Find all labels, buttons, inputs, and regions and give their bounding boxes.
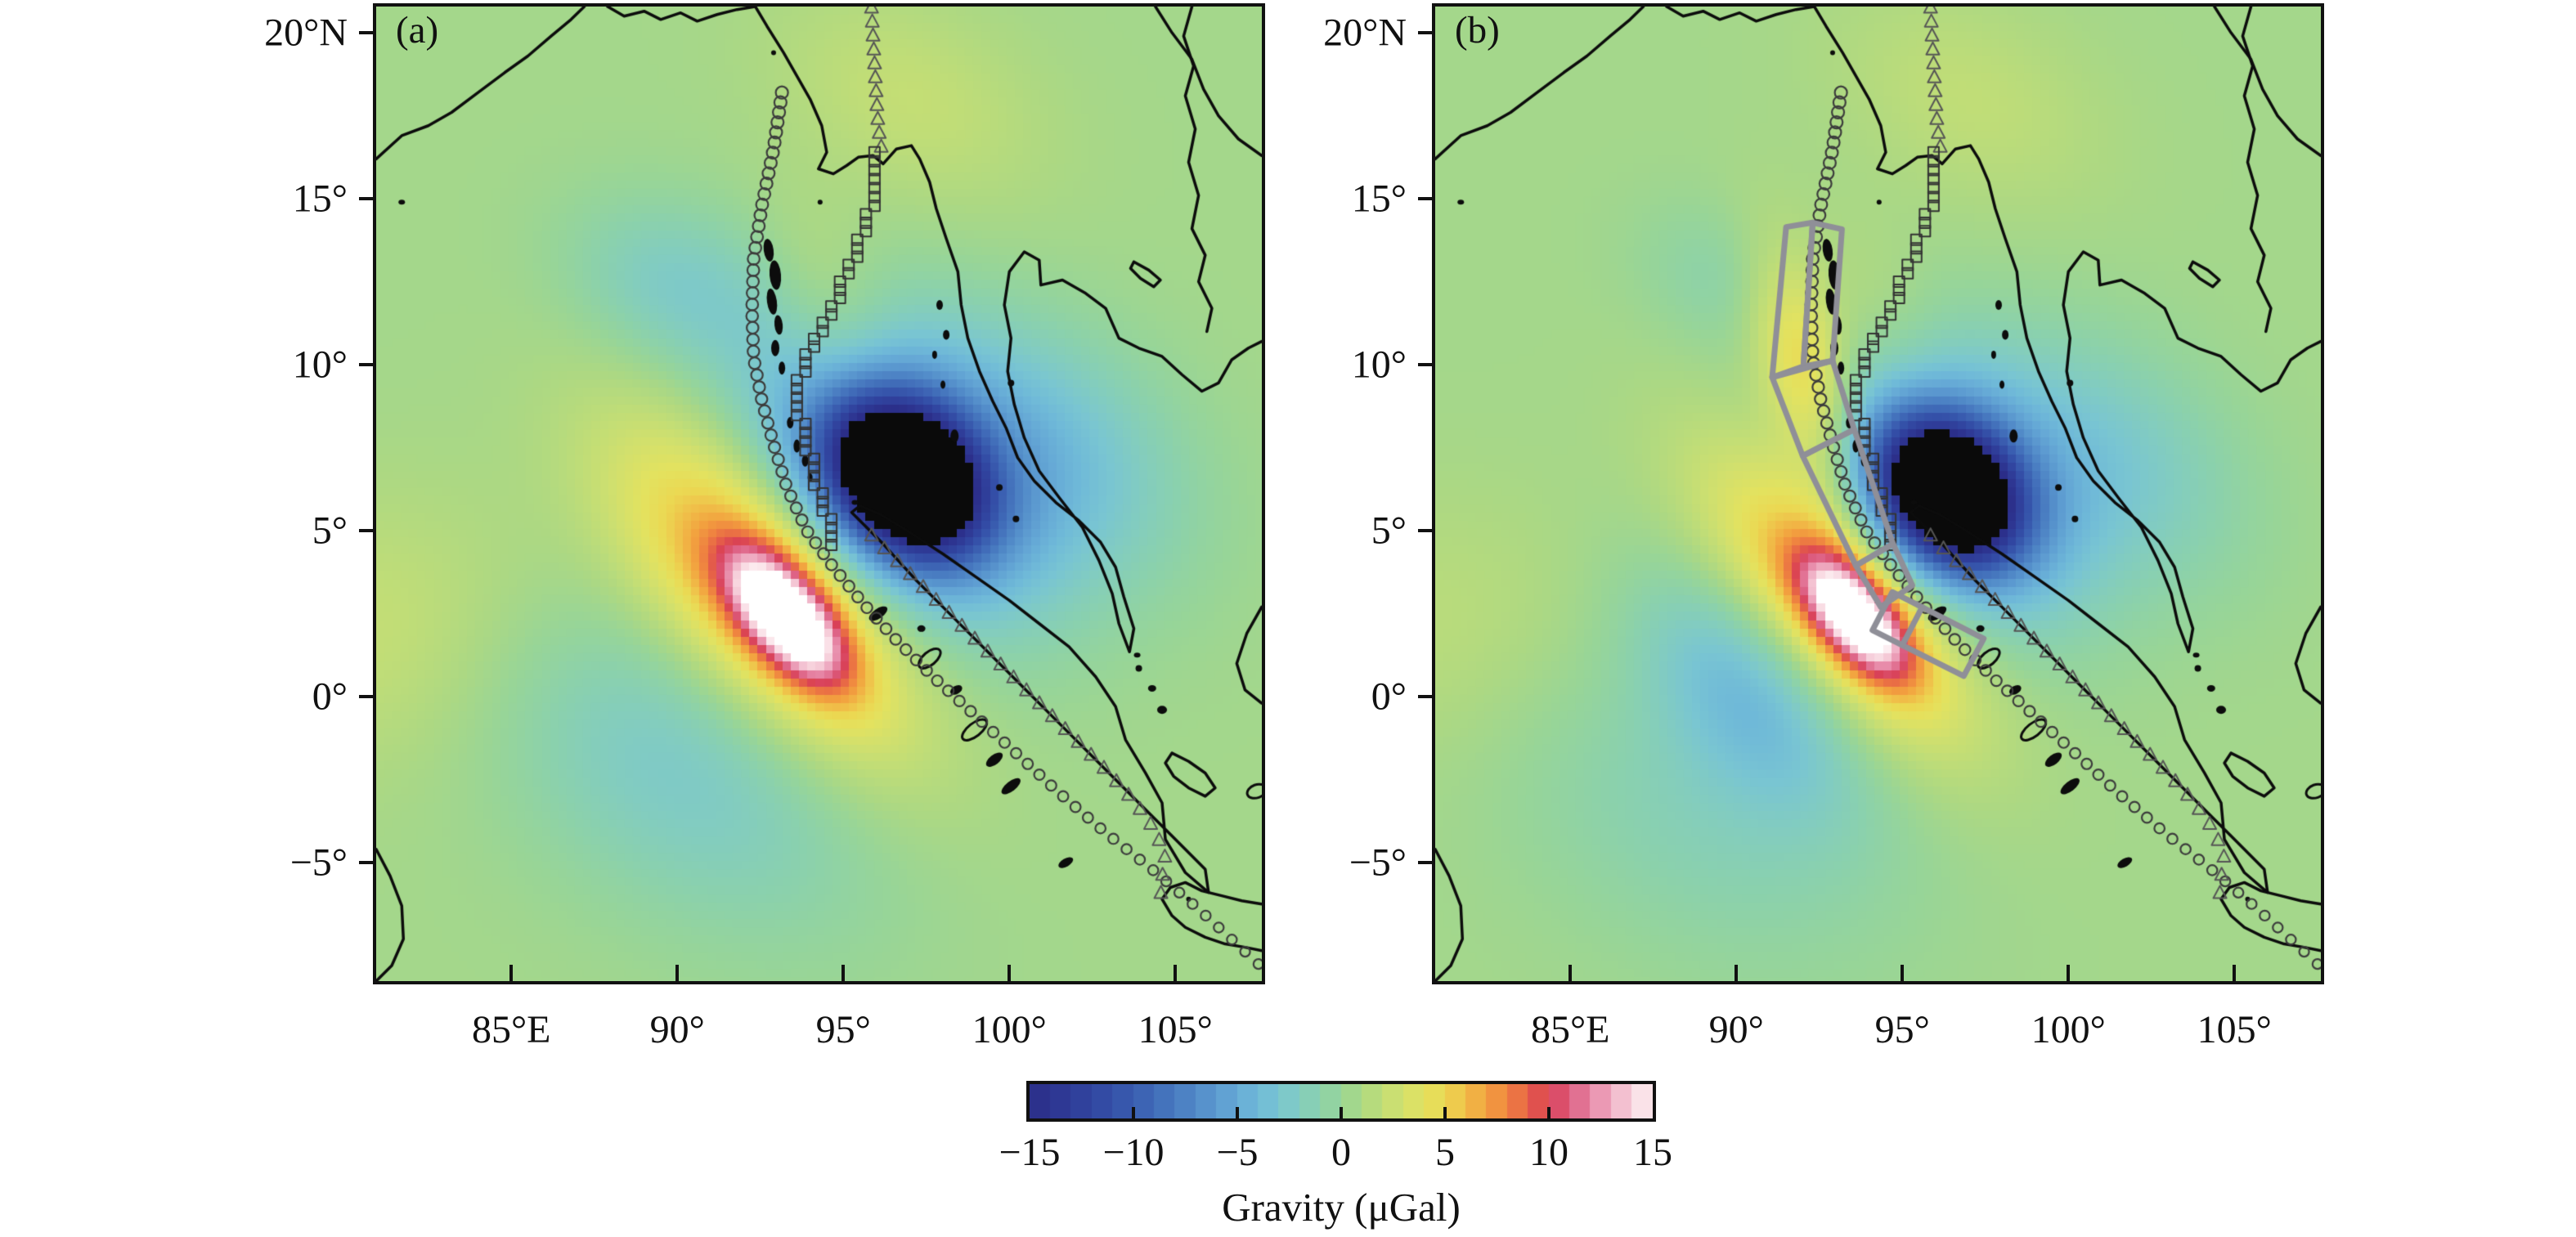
lat-tick bbox=[359, 363, 373, 367]
lat-tick bbox=[1418, 31, 1432, 35]
lat-tick bbox=[359, 861, 373, 865]
lat-tick bbox=[359, 529, 373, 533]
lon-tick-label: 95° bbox=[1874, 1008, 1930, 1051]
colorbar-tick-label: −15 bbox=[999, 1131, 1061, 1174]
lat-tick-label: 15° bbox=[1351, 177, 1407, 221]
colorbar-tick-label: 10 bbox=[1529, 1131, 1568, 1174]
colorbar-tick bbox=[1443, 1107, 1447, 1118]
lat-tick bbox=[359, 197, 373, 201]
panel-a-label: (a) bbox=[396, 9, 439, 52]
lon-tick bbox=[509, 965, 514, 981]
colorbar-tick-label: 0 bbox=[1331, 1131, 1351, 1174]
lat-tick bbox=[1418, 363, 1432, 367]
lat-tick bbox=[1418, 695, 1432, 699]
lon-tick-label: 90° bbox=[1708, 1008, 1764, 1051]
lat-tick bbox=[359, 695, 373, 699]
lat-tick-label: −5° bbox=[1349, 840, 1407, 885]
lat-tick-label: 10° bbox=[1351, 343, 1407, 387]
panel-b-canvas bbox=[1435, 7, 2321, 981]
panel-a-canvas bbox=[376, 7, 1262, 981]
lon-tick-label: 85°E bbox=[471, 1008, 551, 1051]
panel-b-label: (b) bbox=[1455, 9, 1500, 52]
lon-tick-label: 105° bbox=[1138, 1008, 1213, 1051]
colorbar-tick-label: −5 bbox=[1216, 1131, 1259, 1174]
lon-tick-label: 100° bbox=[972, 1008, 1047, 1051]
lon-tick bbox=[1735, 965, 1739, 981]
lon-tick bbox=[1568, 965, 1573, 981]
lat-tick bbox=[359, 31, 373, 35]
colorbar-tick-label: −10 bbox=[1102, 1131, 1165, 1174]
colorbar-tick bbox=[1340, 1107, 1343, 1118]
lon-tick bbox=[1901, 965, 1905, 981]
colorbar-tick-label: 15 bbox=[1633, 1131, 1672, 1174]
lat-tick-label: 10° bbox=[292, 343, 348, 387]
lon-tick-label: 85°E bbox=[1530, 1008, 1610, 1051]
lon-tick-label: 105° bbox=[2197, 1008, 2272, 1051]
colorbar-tick-label: 5 bbox=[1435, 1131, 1455, 1174]
colorbar-title: Gravity (μGal) bbox=[1222, 1185, 1461, 1230]
lat-tick bbox=[1418, 529, 1432, 533]
lat-tick-label: 0° bbox=[1371, 675, 1407, 719]
lon-tick-label: 95° bbox=[815, 1008, 871, 1051]
lat-tick bbox=[1418, 197, 1432, 201]
lon-tick bbox=[1174, 965, 1178, 981]
lat-tick-label: 15° bbox=[292, 177, 348, 221]
lon-tick-label: 100° bbox=[2031, 1008, 2106, 1051]
colorbar-tick bbox=[1236, 1107, 1239, 1118]
colorbar bbox=[1026, 1081, 1656, 1122]
lat-tick-label: 0° bbox=[312, 675, 348, 719]
lat-tick bbox=[1418, 861, 1432, 865]
lat-tick-label: −5° bbox=[289, 840, 348, 885]
panel-b-map: (b) bbox=[1432, 3, 2324, 984]
lon-tick bbox=[2233, 965, 2237, 981]
panel-a-map: (a) bbox=[373, 3, 1265, 984]
lon-tick-label: 90° bbox=[649, 1008, 705, 1051]
colorbar-tick bbox=[1547, 1107, 1551, 1118]
lat-tick-label: 5° bbox=[1371, 509, 1407, 553]
lat-tick-label: 5° bbox=[312, 509, 348, 553]
lon-tick bbox=[675, 965, 680, 981]
lon-tick bbox=[1008, 965, 1012, 981]
lon-tick bbox=[841, 965, 846, 981]
lon-tick bbox=[2067, 965, 2071, 981]
colorbar-tick bbox=[1132, 1107, 1135, 1118]
lat-tick-label: 20°N bbox=[1323, 11, 1407, 55]
lat-tick-label: 20°N bbox=[264, 11, 348, 55]
